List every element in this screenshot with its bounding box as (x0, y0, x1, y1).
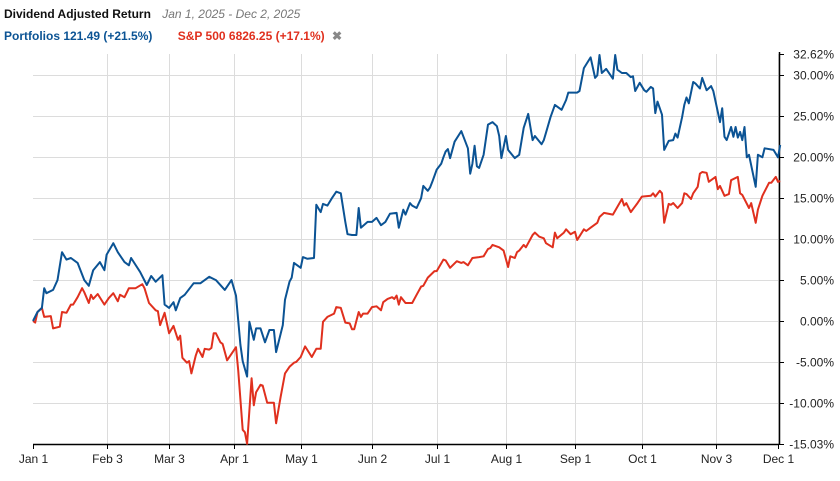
x-tick-label: Dec 1 (763, 452, 795, 466)
legend: Portfolios 121.49 (+21.5%) S&P 500 6826.… (4, 29, 342, 43)
x-tick-label: Apr 1 (220, 452, 249, 466)
x-tick-label: May 1 (285, 452, 318, 466)
x-tick-label: Sep 1 (560, 452, 592, 466)
y-tick-label: 0.00% (800, 315, 834, 329)
x-tick-label: Oct 1 (628, 452, 657, 466)
close-icon[interactable]: ✖ (331, 29, 343, 43)
y-tick-label: 5.00% (800, 274, 834, 288)
x-tick-label: Nov 3 (701, 452, 733, 466)
chart-title: Dividend Adjusted Return (4, 7, 151, 21)
x-tick-label: Aug 1 (491, 452, 523, 466)
y-tick-label: 20.00% (793, 151, 834, 165)
y-tick-label: -15.03% (789, 438, 834, 452)
y-tick-label: 15.00% (793, 192, 834, 206)
legend-sp500: S&P 500 6826.25 (+17.1%) (177, 29, 325, 43)
x-tick-label: Jun 2 (358, 452, 388, 466)
legend-portfolios: Portfolios 121.49 (+21.5%) (4, 29, 153, 43)
x-tick-label: Mar 3 (154, 452, 185, 466)
y-tick-label: 30.00% (793, 69, 834, 83)
y-tick-label: -10.00% (789, 397, 834, 411)
x-tick-label: Jan 1 (19, 452, 49, 466)
series-line-portfolios (32, 54, 782, 378)
series-line-sp500 (32, 171, 781, 445)
y-tick-label: 25.00% (793, 110, 834, 124)
chart-header: Dividend Adjusted Return Jan 1, 2025 - D… (4, 7, 300, 21)
y-tick-label: 10.00% (793, 233, 834, 247)
x-tick-label: Feb 3 (92, 452, 123, 466)
date-range: Jan 1, 2025 - Dec 2, 2025 (162, 7, 301, 21)
y-tick-label: -5.00% (796, 356, 834, 370)
x-tick-label: Jul 1 (425, 452, 451, 466)
y-tick-label: 32.62% (793, 48, 834, 62)
